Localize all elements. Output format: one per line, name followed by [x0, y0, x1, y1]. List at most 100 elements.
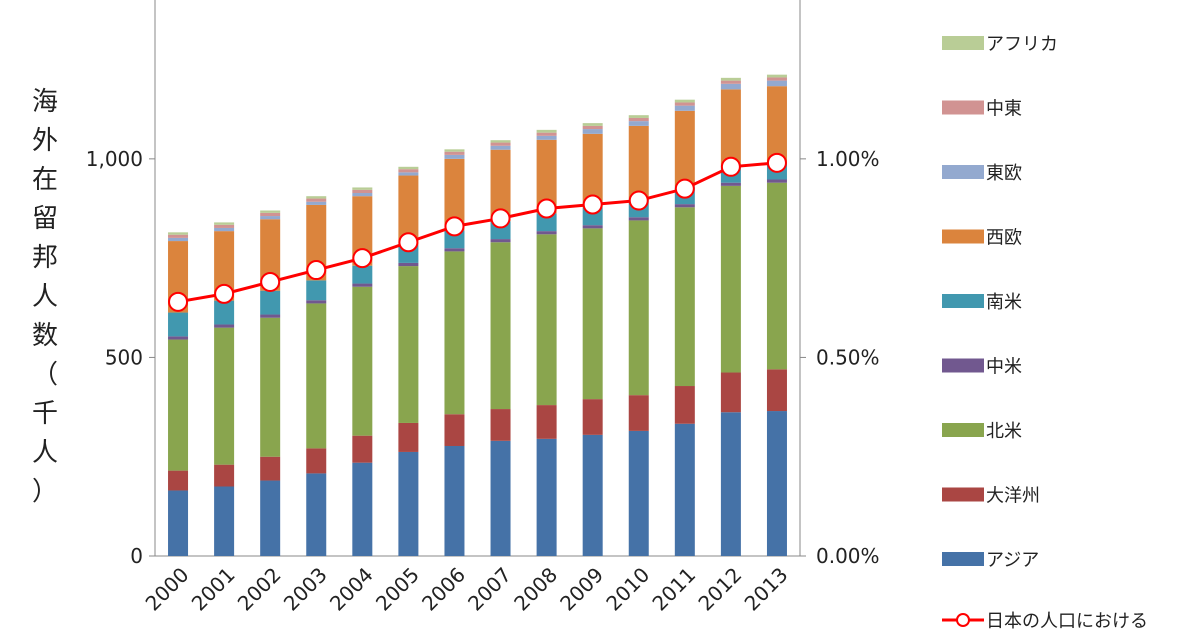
y2-tick-label: 0.50%	[816, 345, 880, 369]
bar-segment	[536, 135, 557, 140]
bar-segment	[582, 129, 603, 134]
bar-segment	[306, 473, 327, 556]
bar-segment	[260, 216, 281, 220]
y-axis-title-char: 海	[32, 87, 58, 117]
x-tick-label: 2000	[141, 563, 194, 616]
x-tick-label: 2010	[601, 563, 654, 616]
bar-segment	[490, 440, 511, 556]
bar-segment	[444, 445, 465, 556]
bar-segment	[168, 339, 189, 471]
bar-segment	[214, 300, 235, 325]
bar-segment	[214, 227, 235, 232]
line-point	[674, 178, 695, 199]
y-tick-label: 1,000	[86, 147, 143, 171]
bar-segment	[214, 486, 235, 556]
x-tick-label: 2009	[555, 563, 608, 616]
bar-segment	[766, 86, 787, 162]
plot-area	[154, 0, 801, 557]
bar-segment	[674, 207, 695, 387]
bar-segment	[214, 224, 235, 228]
bar-segment	[168, 490, 189, 556]
bar-segment	[720, 182, 741, 186]
bar-segment	[490, 145, 511, 150]
legend-swatch	[942, 229, 984, 244]
bar-segment	[352, 462, 373, 556]
bar-segment	[306, 196, 327, 199]
bar-segment	[582, 123, 603, 126]
legend-label: 大洋州	[986, 486, 1040, 507]
bar-segment	[260, 210, 281, 213]
bar-segment	[628, 125, 649, 200]
bar-segment	[398, 169, 419, 173]
bar-segment	[168, 237, 189, 242]
y-tick-label: 500	[105, 345, 143, 369]
bar-segment	[306, 300, 327, 304]
bar-segment	[674, 105, 695, 111]
bar-segment	[214, 464, 235, 487]
bar-segment	[168, 470, 189, 491]
bar-segment	[260, 212, 281, 217]
bar-segment	[490, 140, 511, 143]
y-axis-title-char: 数	[32, 321, 58, 351]
legend-line-marker	[956, 613, 970, 627]
bar-segment	[766, 182, 787, 370]
y-tick-label: 0	[130, 544, 143, 568]
bar-segment	[628, 430, 649, 556]
y-axis-title-char: 留	[32, 204, 58, 234]
line-point	[306, 260, 327, 281]
y-axis-title-char: ）	[32, 477, 58, 507]
legend-swatch	[942, 423, 984, 437]
bar-segment	[352, 187, 373, 190]
bar-segment	[444, 248, 465, 252]
bar-stack-group	[168, 74, 787, 556]
bar-segment	[444, 149, 465, 152]
bar-segment	[674, 423, 695, 556]
bar-segment	[720, 77, 741, 81]
line-point	[352, 248, 373, 269]
bar-segment	[720, 89, 741, 165]
bar-segment	[674, 99, 695, 103]
bar-segment	[766, 77, 787, 81]
bar-segment	[536, 213, 557, 232]
bar-segment	[352, 265, 373, 284]
bar-segment	[490, 242, 511, 410]
legend-label: 南米	[986, 292, 1022, 313]
bar-segment	[398, 172, 419, 176]
bar-segment	[628, 117, 649, 122]
bar-segment	[490, 239, 511, 243]
bar-segment	[490, 142, 511, 146]
bar-segment	[398, 266, 419, 423]
bar-segment	[628, 121, 649, 126]
bar-segment	[168, 234, 189, 238]
bar-segment	[536, 132, 557, 136]
legend-label: 中東	[986, 99, 1022, 120]
bar-segment	[720, 185, 741, 373]
bar-segment	[444, 158, 465, 231]
bar-segment	[582, 228, 603, 400]
bar-segment	[168, 232, 189, 235]
line-point	[444, 216, 465, 237]
bar-segment	[214, 327, 235, 465]
bar-segment	[398, 262, 419, 267]
x-tick-label: 2012	[693, 563, 746, 616]
line-point	[168, 291, 189, 312]
legend-swatch	[942, 552, 984, 566]
bar-segment	[720, 80, 741, 84]
bar-segment	[444, 151, 465, 155]
line-point	[398, 232, 419, 253]
legend-swatch	[942, 36, 984, 50]
line-point	[582, 194, 603, 215]
bar-segment	[674, 204, 695, 208]
bar-segment	[582, 399, 603, 435]
x-tick-label: 2001	[187, 563, 240, 616]
bar-segment	[582, 125, 603, 130]
line-point	[766, 152, 787, 173]
x-tick-label: 2006	[417, 563, 470, 616]
bar-segment	[260, 480, 281, 556]
bar-segment	[352, 286, 373, 436]
legend-swatch	[942, 294, 984, 308]
bar-segment	[398, 451, 419, 556]
bar-segment	[352, 196, 373, 266]
bar-segment	[214, 324, 235, 328]
